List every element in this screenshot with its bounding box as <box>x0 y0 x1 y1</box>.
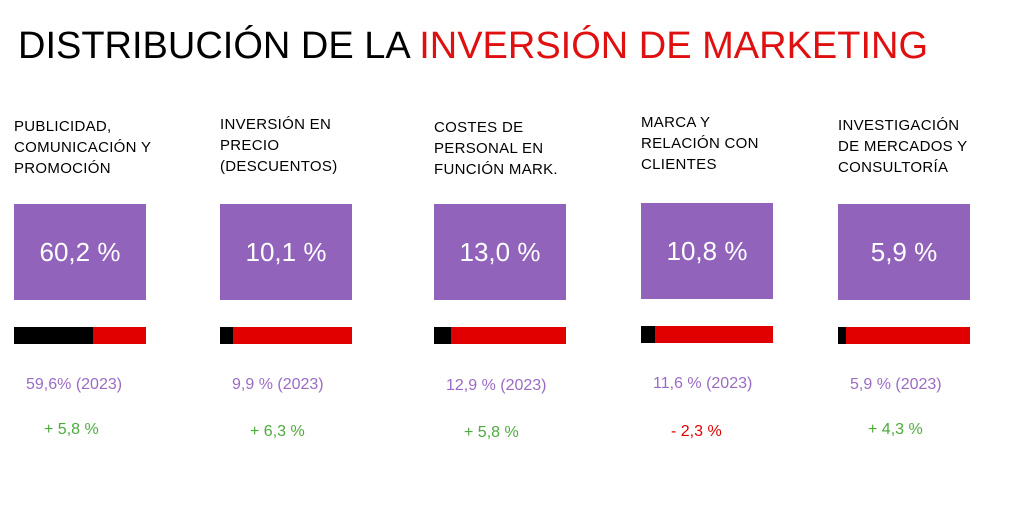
previous-year-value: 5,9 % (2023) <box>850 376 942 393</box>
change-value: - 2,3 % <box>671 423 722 440</box>
value-box: 5,9 % <box>838 204 970 300</box>
category-card-research: INVESTIGACIÓN DE MERCADOS Y CONSULTORÍA … <box>838 0 1008 438</box>
page-title: DISTRIBUCIÓN DE LA INVERSIÓN DE MARKETIN… <box>18 24 928 68</box>
value-text: 13,0 % <box>459 236 541 267</box>
previous-year-value: 59,6% (2023) <box>26 376 123 393</box>
category-label: PUBLICIDAD, COMUNICACIÓN Y PROMOCIÓN <box>14 118 152 177</box>
value-box: 60,2 % <box>14 204 146 300</box>
title-part-red: INVERSIÓN DE MARKETING <box>419 25 929 67</box>
category-label: INVESTIGACIÓN DE MERCADOS Y CONSULTORÍA <box>838 117 968 176</box>
value-text: 10,8 % <box>666 235 748 266</box>
title-part-black: DISTRIBUCIÓN DE LA <box>18 25 420 67</box>
change-value: + 6,3 % <box>250 423 305 440</box>
previous-year-value: 11,6 % (2023) <box>653 375 753 392</box>
category-card-price: INVERSIÓN EN PRECIO (DESCUENTOS) 10,1 % … <box>220 0 390 440</box>
category-card-staff: COSTES DE PERSONAL EN FUNCIÓN MARK. 13,0… <box>434 0 604 441</box>
change-value: + 5,8 % <box>44 421 99 438</box>
share-bar-fill <box>14 327 94 344</box>
value-box: 13,0 % <box>434 204 566 300</box>
share-bar <box>14 327 146 344</box>
previous-year-value: 9,9 % (2023) <box>232 376 324 393</box>
previous-year-value: 12,9 % (2023) <box>446 377 547 394</box>
share-bar-fill <box>838 327 846 344</box>
change-value: + 4,3 % <box>868 421 923 438</box>
share-bar-fill <box>641 326 656 343</box>
category-label: MARCA Y RELACIÓN CON CLIENTES <box>641 114 759 173</box>
share-bar-fill <box>220 327 234 344</box>
category-card-brand: MARCA Y RELACIÓN CON CLIENTES 10,8 % 11,… <box>641 0 811 440</box>
share-bar <box>220 327 352 344</box>
value-text: 5,9 % <box>870 236 938 267</box>
share-bar-fill <box>434 327 452 344</box>
category-label: INVERSIÓN EN PRECIO (DESCUENTOS) <box>220 116 338 175</box>
share-bar <box>641 326 773 343</box>
share-bar <box>838 327 970 344</box>
category-card-advertising: PUBLICIDAD, COMUNICACIÓN Y PROMOCIÓN 60,… <box>14 0 184 438</box>
value-text: 10,1 % <box>245 236 327 267</box>
value-box: 10,8 % <box>641 203 773 299</box>
change-value: + 5,8 % <box>464 424 519 441</box>
share-bar <box>434 327 566 344</box>
value-box: 10,1 % <box>220 204 352 300</box>
category-label: COSTES DE PERSONAL EN FUNCIÓN MARK. <box>434 119 558 178</box>
value-text: 60,2 % <box>39 236 121 267</box>
